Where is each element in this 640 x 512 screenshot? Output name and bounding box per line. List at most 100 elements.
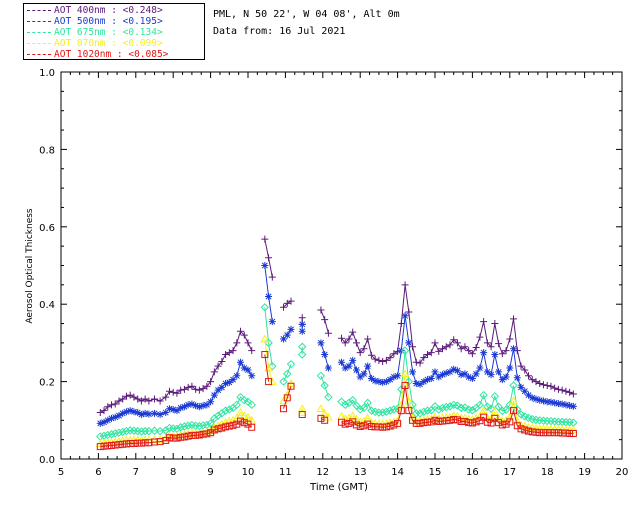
data-point — [286, 359, 296, 369]
data-point — [453, 339, 461, 347]
data-point — [506, 418, 514, 426]
data-point — [502, 347, 510, 355]
data-point — [265, 292, 273, 300]
data-point — [506, 335, 514, 343]
data-point — [261, 351, 269, 359]
data-point — [119, 395, 127, 403]
data-point — [111, 441, 119, 449]
data-point — [475, 400, 485, 410]
data-point — [510, 345, 518, 353]
data-point — [218, 383, 226, 391]
data-point — [169, 405, 177, 413]
data-point — [177, 386, 185, 394]
data-point — [420, 378, 428, 386]
data-point — [96, 419, 104, 427]
y-tick-label: 0.2 — [39, 378, 55, 389]
data-point — [472, 370, 480, 378]
data-point — [341, 339, 349, 347]
data-point — [510, 407, 518, 415]
data-point — [265, 378, 273, 386]
data-point — [367, 351, 375, 359]
data-point — [566, 429, 574, 437]
data-point — [551, 399, 559, 407]
data-point — [465, 347, 473, 355]
x-tick-label: 9 — [207, 467, 213, 478]
data-point — [487, 343, 495, 351]
data-point — [412, 380, 420, 388]
data-point — [360, 370, 368, 378]
data-point — [435, 347, 443, 355]
data-point — [348, 395, 357, 405]
data-point — [338, 358, 345, 366]
data-point — [558, 386, 566, 394]
data-point — [487, 419, 495, 427]
data-point — [324, 364, 332, 372]
data-point — [130, 393, 138, 401]
data-point — [364, 335, 372, 343]
data-point — [165, 405, 173, 413]
data-point — [141, 395, 149, 403]
series-line — [100, 420, 253, 448]
data-point — [412, 419, 420, 427]
data-point — [165, 387, 173, 395]
data-point — [119, 440, 127, 448]
data-point — [141, 409, 149, 417]
series-line — [283, 386, 292, 409]
data-point — [122, 440, 130, 448]
data-point — [558, 429, 566, 437]
data-point — [449, 411, 459, 419]
data-point — [107, 441, 115, 449]
data-point — [400, 369, 410, 378]
y-tick-label: 0.6 — [39, 223, 55, 234]
legend-entry: AOT 400nm : <0.248> — [27, 5, 163, 16]
data-point — [298, 314, 306, 322]
data-point — [382, 407, 391, 416]
data-point — [287, 325, 295, 333]
data-point — [491, 414, 499, 422]
data-point — [405, 339, 413, 347]
data-point — [528, 376, 536, 384]
data-point — [517, 362, 525, 370]
data-point — [122, 392, 130, 400]
data-point — [115, 412, 123, 420]
data-point — [364, 420, 372, 428]
data-point — [130, 408, 138, 416]
data-point — [247, 415, 257, 424]
x-tick-label: 6 — [95, 467, 101, 478]
data-point — [207, 398, 215, 406]
data-point — [390, 350, 398, 358]
data-point — [184, 432, 192, 440]
legend-label: AOT 675nm : <0.134> — [54, 27, 163, 38]
data-point — [435, 417, 443, 425]
data-point — [111, 429, 120, 438]
data-point — [427, 375, 435, 383]
data-point — [494, 413, 503, 422]
data-point — [367, 422, 375, 430]
data-point — [180, 422, 189, 431]
data-point — [280, 335, 288, 343]
data-point — [479, 406, 488, 414]
data-point — [375, 356, 383, 364]
data-point — [382, 356, 390, 364]
data-point — [509, 381, 518, 390]
data-point — [360, 422, 368, 430]
x-tick-label: 15 — [429, 467, 442, 478]
data-point — [460, 403, 470, 412]
data-point — [188, 382, 196, 390]
data-point — [442, 343, 450, 351]
data-point — [513, 374, 521, 382]
data-point — [472, 418, 480, 426]
data-point — [480, 318, 488, 326]
data-point — [509, 396, 518, 405]
data-point — [248, 423, 256, 431]
data-point — [173, 389, 181, 397]
data-point — [321, 416, 329, 424]
data-point — [569, 425, 578, 434]
data-point — [218, 357, 226, 365]
series-line — [264, 354, 270, 382]
y-tick-label: 0.4 — [39, 300, 55, 311]
data-point — [532, 378, 540, 386]
data-point — [442, 402, 451, 412]
data-point — [472, 344, 480, 352]
data-point — [483, 402, 492, 411]
